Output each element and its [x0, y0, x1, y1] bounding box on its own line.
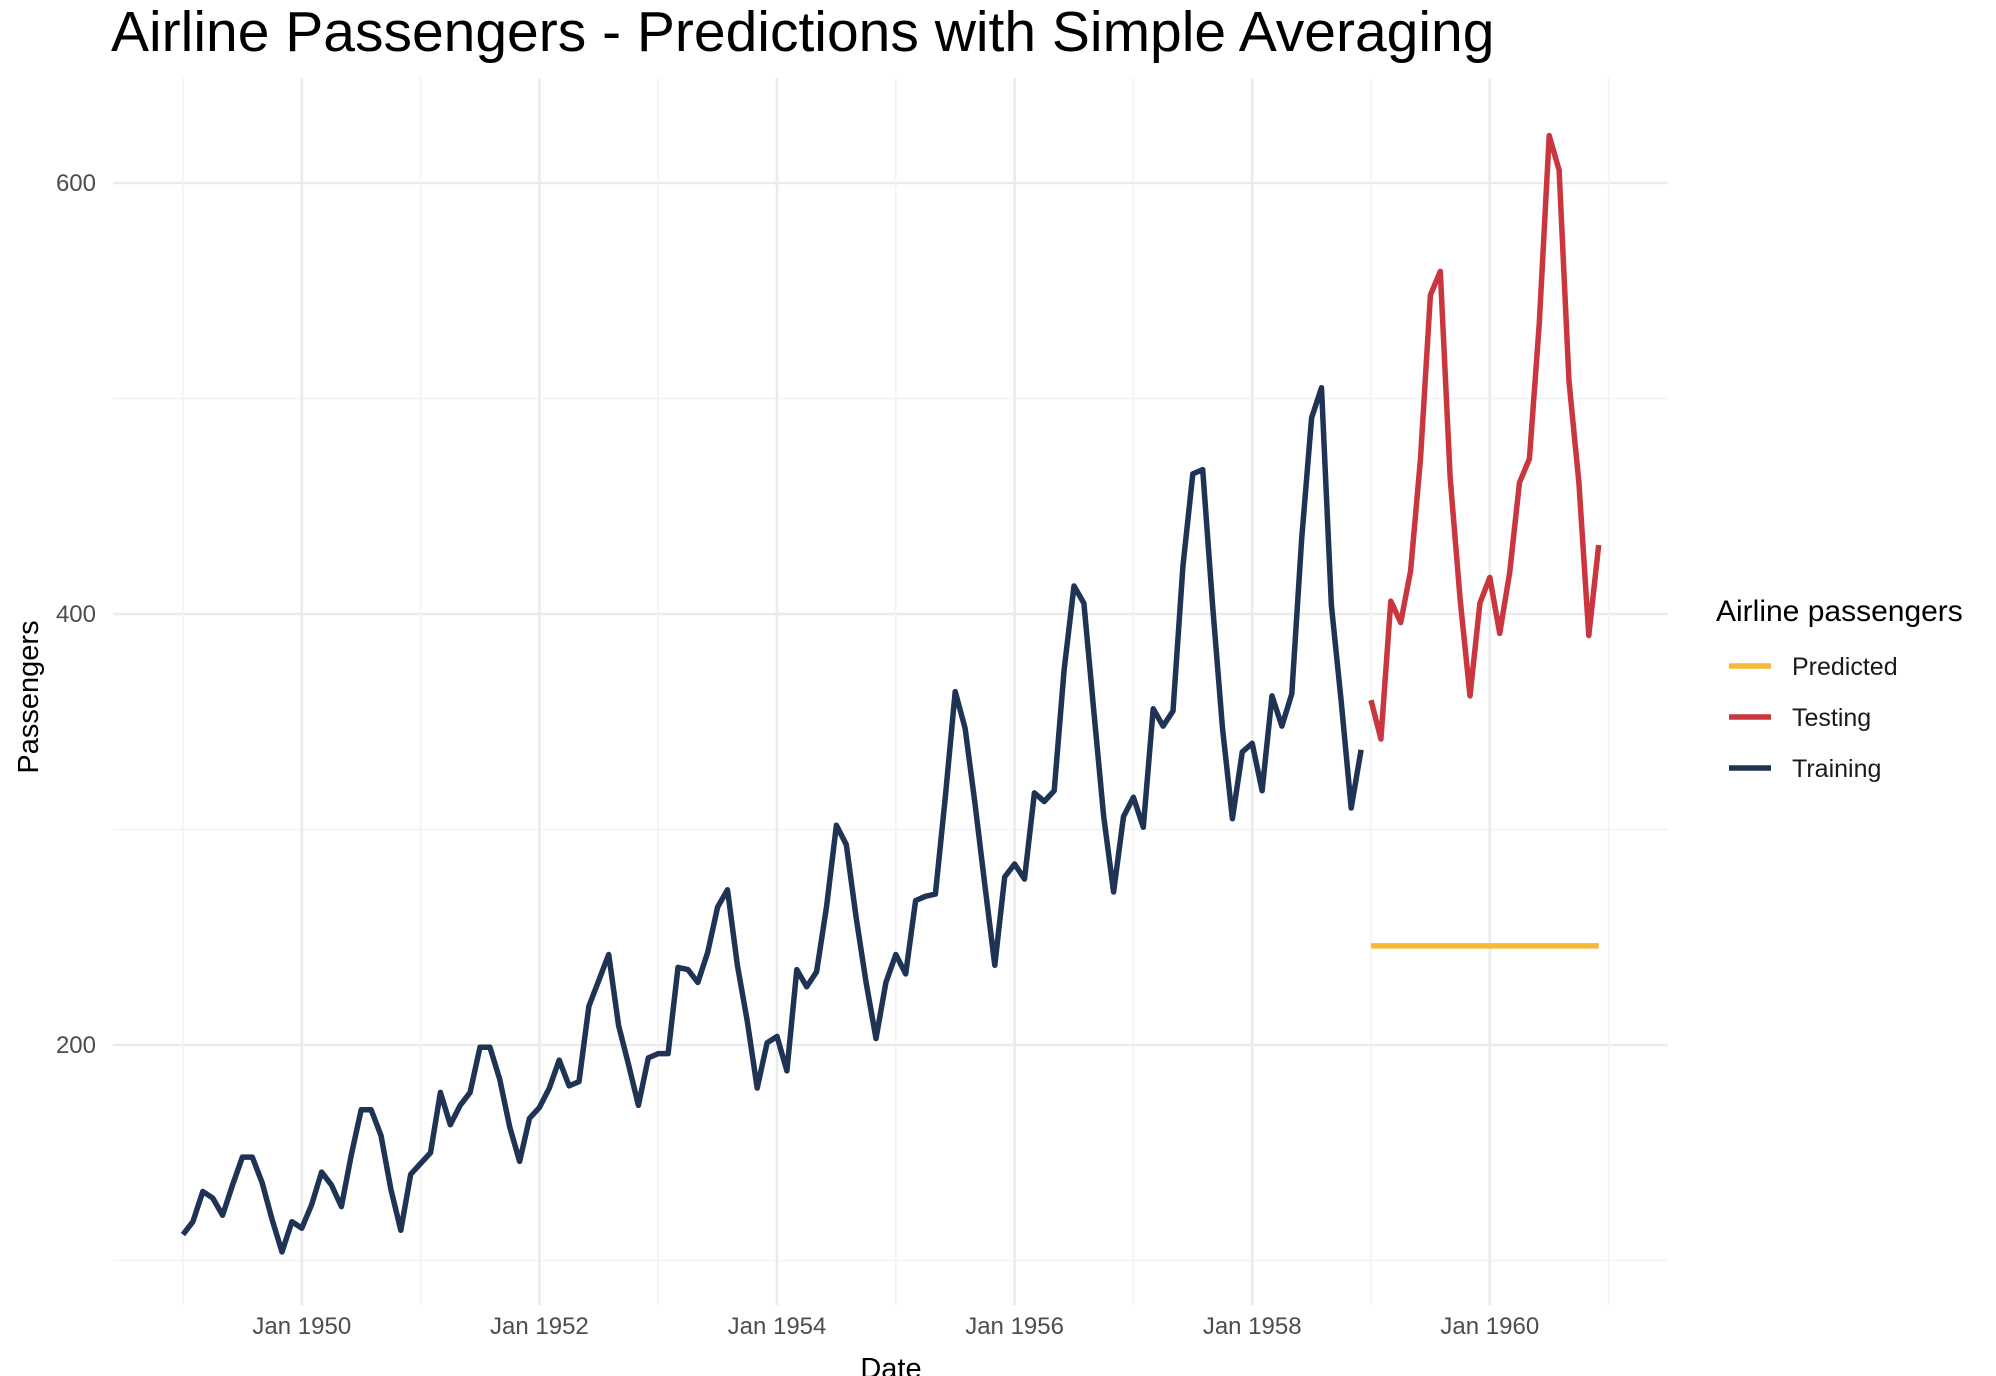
plot-series	[180, 132, 1602, 1255]
x-tick-label: Jan 1952	[490, 1313, 589, 1340]
axes: 200 400 600 Jan 1950 Jan 1952 Jan 1954 Jan 195…	[56, 170, 1539, 1340]
x-tick-label: Jan 1956	[965, 1313, 1064, 1340]
x-axis-title: Date	[860, 1353, 921, 1376]
legend-title: Airline passengers	[1716, 595, 1963, 628]
legend-label-predicted: Predicted	[1792, 653, 1898, 681]
grid	[113, 78, 1668, 1305]
x-tick-label: Jan 1950	[252, 1313, 351, 1340]
y-tick-label: 200	[56, 1032, 96, 1059]
y-tick-label: 400	[56, 601, 96, 628]
x-tick-label: Jan 1960	[1440, 1313, 1539, 1340]
series-line-testing	[1368, 132, 1602, 742]
y-axis-title: Passengers	[13, 620, 45, 773]
x-tick-label: Jan 1958	[1203, 1313, 1302, 1340]
legend-items: Predicted Testing Training	[1729, 653, 1898, 783]
series-line-training	[180, 384, 1364, 1255]
legend-label-testing: Testing	[1792, 704, 1871, 732]
y-tick-label: 600	[56, 170, 96, 197]
legend-label-training: Training	[1792, 755, 1881, 783]
legend: Airline passengers Predicted Testing Train…	[1716, 595, 1963, 783]
chart-title: Airline Passengers - Predictions with Si…	[111, 0, 1494, 64]
x-tick-label: Jan 1954	[728, 1313, 827, 1340]
